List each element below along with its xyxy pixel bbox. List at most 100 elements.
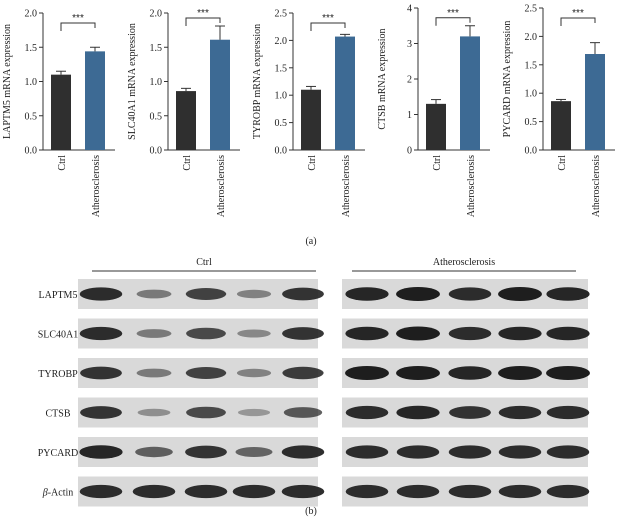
blot-band [236, 368, 272, 378]
bar-ctrl [176, 91, 196, 150]
category-label: Atherosclerosis [466, 155, 477, 217]
category-label: Atherosclerosis [341, 155, 352, 217]
y-tick-label: 0.5 [525, 117, 538, 128]
blot-band [498, 366, 542, 380]
blot-band [396, 287, 440, 301]
blot-band [282, 287, 324, 301]
blot-band [345, 366, 389, 380]
western-blot-panel: Ctrl Atherosclerosis LAPTM5 SLC40A1 TYROBP CT… [38, 257, 590, 507]
blot-band [546, 366, 590, 380]
blot-band [132, 484, 176, 499]
blot-band [237, 329, 271, 338]
blot-row-label: β-Actin [42, 488, 74, 499]
significance-label: *** [197, 8, 209, 19]
blot-group-label-atherosclerosis: Atherosclerosis [433, 257, 495, 268]
blot-band [546, 484, 590, 499]
blot-band [546, 287, 590, 301]
panel-label-b: (b) [305, 506, 317, 517]
y-axis-label: TYROBP mRNA expression [252, 24, 263, 139]
bar-charts-panel: 0.0 0.5 1.0 1.5 2.0 LAPTM5 mRNA expression Ctr… [2, 4, 615, 217]
bar-ctrl [51, 74, 71, 150]
blot-band [345, 287, 389, 301]
y-tick-label: 0.0 [150, 146, 163, 157]
category-label: Ctrl [57, 155, 68, 171]
blot-band [80, 366, 122, 380]
y-tick-label: 1 [407, 110, 412, 121]
y-tick-label: 0.5 [25, 111, 38, 122]
y-tick-label: 1.5 [150, 43, 163, 54]
bar-atherosclerosis [85, 51, 105, 150]
blot-band [186, 406, 226, 419]
y-tick-label: 1.5 [525, 60, 538, 71]
blot-row-label: TYROBP [38, 369, 78, 380]
y-tick-label: 2 [407, 75, 412, 86]
bar-ctrl [301, 89, 321, 150]
chart-4: 0 1 2 3 4 CTSB mRNA expression Ctrl Atheroscler… [377, 4, 490, 217]
blot-band [236, 289, 272, 299]
blot-band [345, 484, 389, 499]
blot-band [396, 366, 440, 380]
blot-band [186, 327, 226, 340]
blot-band [345, 326, 389, 341]
blot-band [546, 445, 590, 459]
y-axis-label: LAPTM5 mRNA expression [2, 24, 13, 139]
blot-band [396, 445, 440, 459]
significance-bracket [560, 17, 596, 26]
blot-band [498, 445, 542, 459]
blot-band [396, 326, 440, 341]
blot-band [232, 484, 276, 499]
y-tick-label: 2.5 [525, 4, 538, 15]
blot-band [448, 484, 492, 499]
y-tick-label: 0.0 [25, 146, 38, 157]
chart-1: 0.0 0.5 1.0 1.5 2.0 LAPTM5 mRNA expression Ctr… [2, 9, 115, 217]
significance-bracket [310, 22, 346, 31]
blot-band [185, 288, 227, 300]
y-tick-label: 2.5 [275, 9, 288, 20]
blot-band [136, 289, 172, 299]
blot-band [185, 445, 227, 459]
y-tick-label: 0.0 [275, 146, 288, 157]
y-tick-label: 2.0 [25, 9, 38, 20]
blot-band [79, 445, 123, 459]
blot-band [184, 484, 228, 499]
significance-label: *** [447, 8, 459, 19]
category-label: Ctrl [307, 155, 318, 171]
blot-band [282, 366, 324, 380]
category-label: Ctrl [182, 155, 193, 171]
blot-band [546, 405, 590, 420]
blot-band [546, 326, 590, 341]
y-tick-label: 2.0 [150, 9, 163, 20]
blot-band [345, 445, 389, 459]
y-tick-label: 1.5 [275, 63, 288, 74]
blot-band [448, 445, 492, 459]
blot-band [135, 446, 173, 458]
blot-band [448, 326, 492, 341]
blot-band [448, 366, 492, 380]
y-tick-label: 1.5 [25, 43, 38, 54]
blot-band [448, 287, 492, 301]
category-label: Atherosclerosis [216, 155, 227, 217]
blot-band [498, 287, 542, 301]
blot-band [281, 484, 325, 499]
blot-band [137, 408, 171, 417]
y-tick-label: 0.5 [150, 111, 163, 122]
y-axis-label: SLC40A1 mRNA expression [127, 23, 138, 140]
bar-atherosclerosis [210, 39, 230, 151]
blot-row-label: CTSB [45, 409, 70, 420]
y-tick-label: 1.0 [150, 77, 163, 88]
category-label: Atherosclerosis [591, 155, 602, 217]
blot-band [136, 329, 172, 338]
category-label: Ctrl [557, 155, 568, 171]
blot-band [235, 447, 273, 457]
significance-bracket [185, 17, 221, 27]
bar-ctrl [426, 103, 446, 150]
blot-band [79, 484, 123, 499]
y-axis-label: PYCARD mRNA expression [502, 21, 513, 138]
blot-band [498, 405, 542, 420]
blot-band [396, 484, 440, 499]
panel-label-a: (a) [305, 236, 316, 247]
y-tick-label: 4 [407, 4, 412, 15]
blot-band [283, 407, 323, 418]
y-axis-label: CTSB mRNA expression [377, 28, 388, 129]
